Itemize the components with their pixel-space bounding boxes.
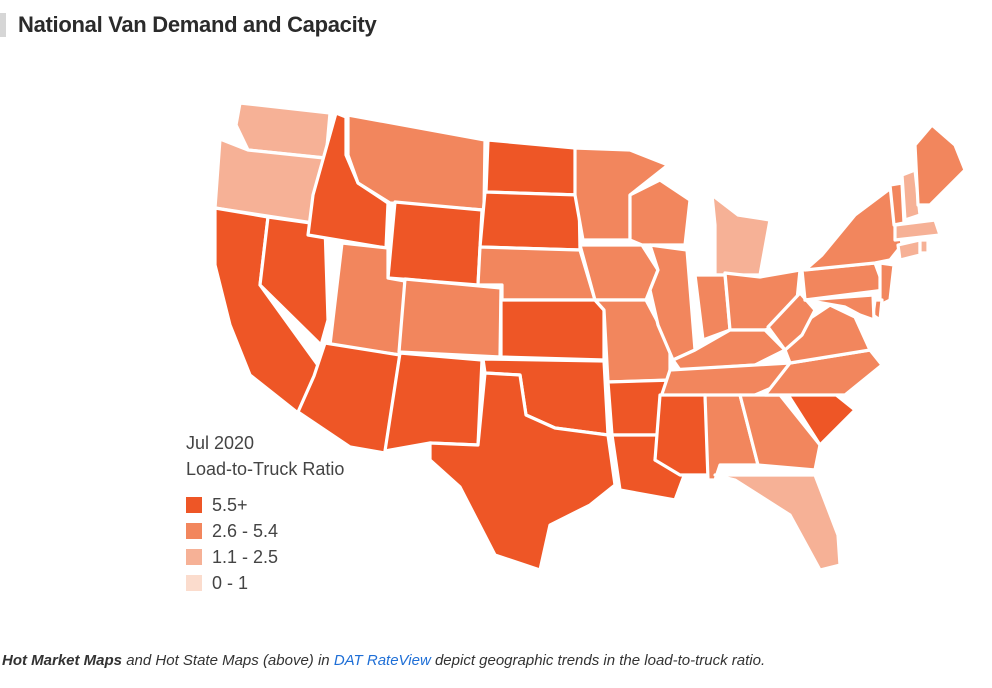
- state-wy[interactable]: [386, 200, 484, 287]
- map-legend: Jul 2020 Load-to-Truck Ratio 5.5+ 2.6 - …: [186, 430, 344, 596]
- state-ny[interactable]: [803, 183, 904, 272]
- state-tx[interactable]: [428, 371, 617, 572]
- caption-emphasis: Hot Market Maps: [2, 652, 123, 669]
- state-ms[interactable]: [653, 393, 712, 477]
- caption-text: and Hot State Maps (above) in: [122, 652, 334, 669]
- state-wi[interactable]: [628, 178, 692, 247]
- state-nd[interactable]: [484, 138, 581, 197]
- state-wv[interactable]: [766, 291, 817, 352]
- legend-item-2-6-to-5-4: 2.6 - 5.4: [186, 518, 344, 544]
- page-title: National Van Demand and Capacity: [18, 12, 377, 37]
- legend-swatch: [186, 549, 202, 565]
- legend-swatch: [186, 575, 202, 591]
- caption-text-end: depict geographic trends in the load-to-…: [430, 652, 766, 669]
- state-fl[interactable]: [713, 473, 842, 572]
- dat-rateview-link[interactable]: DAT RateView: [333, 652, 431, 669]
- legend-label: 2.6 - 5.4: [212, 520, 279, 541]
- title-accent-bar: [0, 13, 6, 37]
- state-ks[interactable]: [499, 298, 606, 362]
- state-il[interactable]: [648, 243, 697, 362]
- state-ma[interactable]: [893, 218, 942, 242]
- state-me[interactable]: [913, 123, 967, 207]
- state-nm[interactable]: [383, 351, 484, 453]
- state-nj[interactable]: [878, 261, 896, 307]
- legend-label: 5.5+: [212, 494, 248, 515]
- state-md[interactable]: [803, 293, 876, 322]
- state-sd[interactable]: [478, 190, 582, 252]
- state-mt[interactable]: [346, 113, 487, 212]
- legend-metric: Load-to-Truck Ratio: [186, 459, 345, 479]
- state-ri[interactable]: [918, 238, 930, 255]
- legend-swatch: [186, 497, 202, 513]
- legend-period: Jul 2020: [186, 433, 255, 453]
- state-co[interactable]: [397, 277, 503, 359]
- legend-item-0-to-1: 0 - 1: [186, 570, 344, 596]
- caption: Hot Market Maps and Hot State Maps (abov…: [2, 652, 765, 669]
- state-mi[interactable]: [710, 193, 772, 277]
- legend-item-1-1-to-2-5: 1.1 - 2.5: [186, 544, 344, 570]
- legend-label: 0 - 1: [212, 572, 249, 593]
- us-states-map: [213, 101, 967, 572]
- legend-swatch: [186, 523, 202, 539]
- state-vt[interactable]: [888, 181, 906, 227]
- state-ia[interactable]: [578, 243, 660, 302]
- header: National Van Demand and Capacity: [0, 10, 377, 40]
- legend-item-5-5-plus: 5.5+: [186, 492, 344, 518]
- state-ct[interactable]: [896, 238, 922, 262]
- legend-label: 1.1 - 2.5: [212, 546, 279, 567]
